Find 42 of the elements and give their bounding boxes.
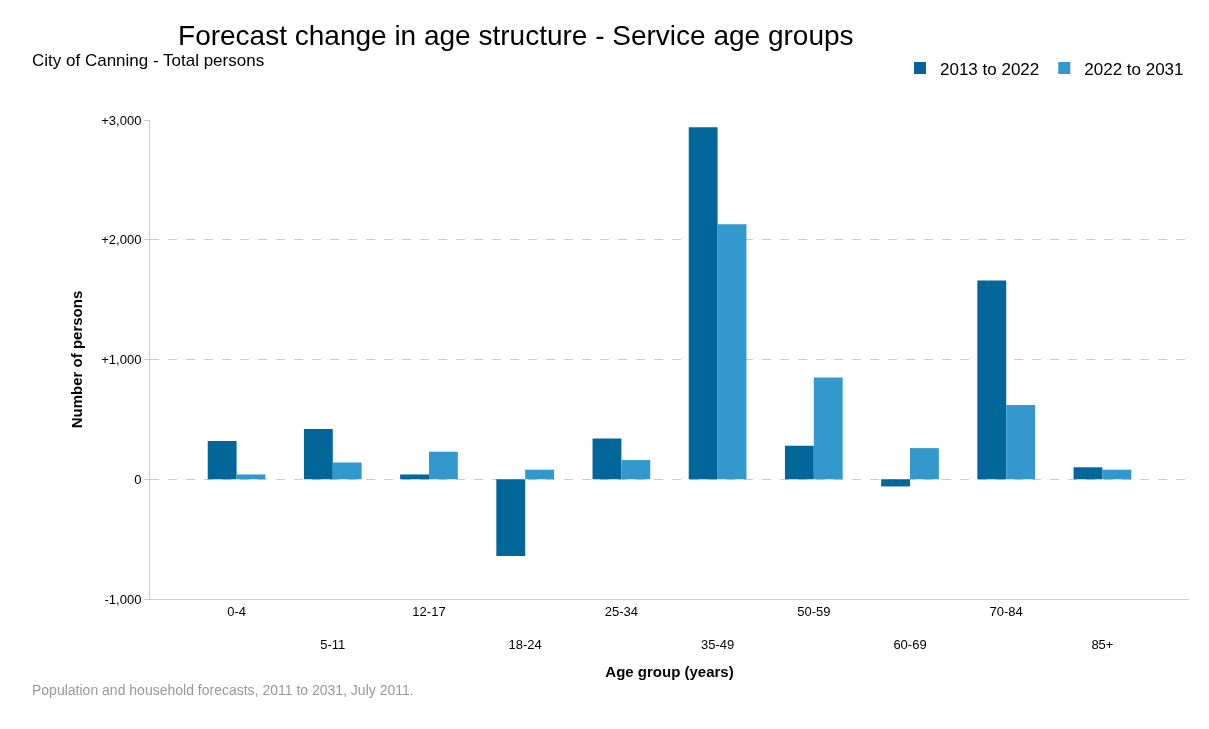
bar — [400, 474, 429, 480]
bar — [332, 462, 362, 480]
bar — [621, 460, 651, 480]
legend-label: 2013 to 2022 — [940, 59, 1040, 79]
bar — [496, 479, 526, 556]
text: Population and household forecasts, 2011 to 2031, July 2011. — [32, 682, 414, 698]
y-tick-label: +3,000 — [101, 112, 142, 128]
bar — [910, 448, 939, 480]
x-tick-label: 50-59 — [797, 603, 831, 619]
chart-subtitle: City of Canning - Total persons — [32, 51, 265, 70]
bar — [592, 438, 622, 480]
y-tick-label: 0 — [134, 471, 142, 487]
bar — [236, 474, 266, 480]
bar — [428, 451, 458, 480]
x-tick-label: 85+ — [1091, 637, 1114, 653]
bar — [784, 445, 814, 480]
bar — [717, 224, 747, 480]
x-tick-label: 35-49 — [700, 637, 735, 653]
bar — [525, 469, 555, 480]
x-tick-label: 70-84 — [989, 603, 1023, 619]
x-tick-label: 5-11 — [320, 637, 346, 653]
bar — [977, 280, 1007, 480]
bar — [303, 428, 333, 480]
bar — [881, 479, 911, 487]
chart-title: Forecast change in age structure - Service age groups — [178, 20, 854, 52]
y-tick-label: +1,000 — [101, 352, 142, 368]
bar — [813, 377, 843, 480]
x-tick-label: 25-34 — [604, 603, 639, 619]
bar — [1073, 467, 1103, 480]
y-axis-title: Number of persons — [67, 290, 85, 429]
y-tick-label: +2,000 — [101, 232, 142, 248]
bar — [688, 127, 718, 480]
bar — [1006, 405, 1036, 480]
bar — [207, 440, 237, 480]
x-tick-label: 18-24 — [508, 637, 542, 653]
x-axis-title: Age group (years) — [605, 663, 734, 681]
x-tick-label: 60-69 — [893, 637, 927, 653]
x-tick-label: 0-4 — [227, 603, 246, 619]
legend-label: 2022 to 2031 — [1084, 59, 1184, 79]
y-tick-label: -1,000 — [104, 591, 142, 607]
bar — [1102, 469, 1132, 480]
x-tick-label: 12-17 — [412, 603, 446, 619]
